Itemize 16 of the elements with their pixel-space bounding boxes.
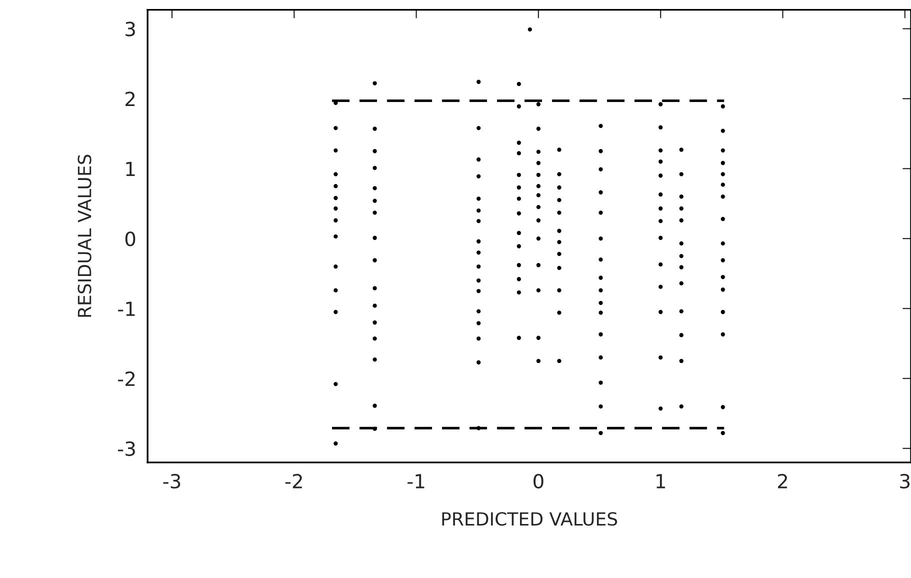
x-tick-label: 3 [900,474,910,489]
x-tick-label: -1 [408,474,424,488]
x-tick-label: 0 [534,474,544,489]
y-tick-label: 0 [125,232,136,246]
y-tick-label: 3 [126,22,135,36]
x-axis-title: PREDICTED VALUES [442,512,618,526]
y-tick-label: -1 [118,302,135,316]
y-tick-label: -2 [118,371,135,386]
y-tick-label: 2 [126,92,135,106]
y-axis-title: RESIDUAL VALUES [78,154,92,317]
x-tick-label: 2 [778,474,787,488]
y-tick-label: 1 [126,162,135,176]
y-tick-label: -3 [118,441,135,456]
x-tick-label: 1 [656,474,665,488]
x-tick-label: -3 [163,474,180,489]
x-tick-label: -2 [285,474,302,488]
